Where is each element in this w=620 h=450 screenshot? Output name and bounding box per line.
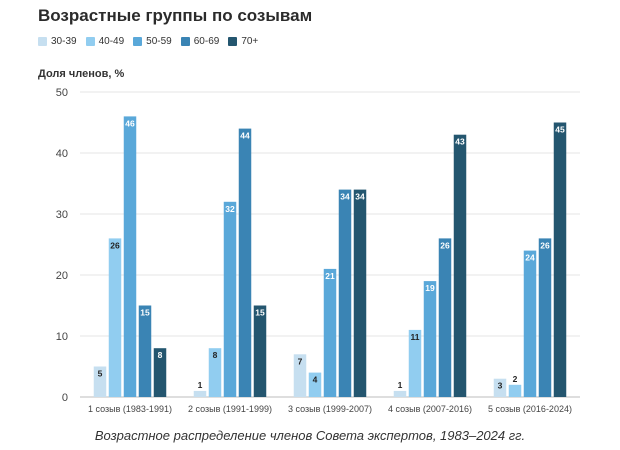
data-label: 45: [555, 125, 565, 135]
legend-label: 50-59: [146, 36, 172, 47]
bar-60-69: [538, 238, 552, 397]
bar-40-49: [508, 384, 522, 397]
legend-label: 70+: [241, 36, 259, 47]
data-label: 5: [98, 369, 103, 379]
data-label: 34: [340, 192, 350, 202]
bar-60-69: [138, 305, 152, 397]
y-tick-label: 30: [56, 209, 68, 221]
data-label: 7: [298, 356, 303, 366]
data-label: 43: [455, 137, 465, 147]
y-tick-label: 20: [56, 270, 68, 282]
bar-40-49: [208, 348, 222, 397]
data-label: 19: [425, 283, 435, 293]
x-tick-label: 5 созыв (2016-2024): [488, 404, 572, 414]
chart-title: Возрастные группы по созывам: [38, 6, 313, 25]
bar-30-39: [93, 366, 107, 397]
legend-label: 60-69: [193, 36, 220, 47]
bar-30-39: [393, 390, 407, 397]
data-label: 46: [125, 118, 135, 128]
legend-label: 40-49: [98, 36, 125, 47]
data-label: 32: [225, 204, 235, 214]
legend-label: 30-39: [51, 36, 77, 47]
bar-chart: 0 10 20 30 40 50 5 26 46 15 8 1 созыв (1983-1991) 1 8…: [56, 87, 580, 414]
data-label: 24: [525, 253, 535, 263]
legend-item-50-59: 50-59: [133, 36, 172, 47]
data-label: 44: [240, 131, 250, 141]
bar-60-69: [438, 238, 452, 397]
x-tick-label: 4 созыв (2007-2016): [388, 404, 472, 414]
legend: 30-39 40-49 50-59 60-69 70+: [38, 36, 258, 47]
data-label: 1: [198, 380, 203, 390]
bar-30-39: [493, 378, 507, 397]
bar-60-69: [338, 189, 352, 397]
data-label: 15: [255, 308, 265, 318]
legend-swatch: [85, 37, 95, 46]
legend-swatch: [38, 37, 47, 46]
x-tick-label: 2 созыв (1991-1999): [188, 404, 272, 414]
data-label: 4: [313, 375, 318, 385]
bar-50-59: [523, 250, 537, 397]
bar-50-59: [323, 268, 337, 397]
bar-70+: [553, 122, 567, 397]
bar-40-49: [408, 329, 422, 397]
bar-50-59: [423, 281, 437, 397]
y-axis-label: Доля членов, %: [38, 68, 125, 80]
bar-30-39: [293, 354, 307, 397]
y-tick-label: 0: [62, 392, 68, 404]
data-label: 34: [355, 192, 365, 202]
legend-item-70+: 70+: [228, 36, 258, 47]
data-label: 3: [498, 381, 503, 391]
bar-70+: [153, 348, 167, 397]
x-tick-label: 1 созыв (1983-1991): [88, 404, 172, 414]
legend-item-40-49: 40-49: [85, 36, 125, 47]
legend-swatch: [228, 37, 238, 46]
legend-swatch: [133, 37, 143, 46]
data-label: 11: [411, 332, 420, 342]
legend-item-60-69: 60-69: [180, 36, 220, 47]
data-label: 8: [158, 350, 163, 360]
data-label: 21: [325, 271, 335, 281]
y-tick-label: 10: [56, 331, 68, 343]
data-label: 2: [513, 374, 518, 384]
y-tick-label: 50: [56, 87, 68, 99]
x-tick-label: 3 созыв (1999-2007): [288, 404, 372, 414]
bar-50-59: [223, 201, 237, 397]
data-label: 8: [213, 350, 218, 360]
legend-item-30-39: 30-39: [38, 36, 77, 47]
data-label: 26: [540, 240, 550, 250]
data-label: 15: [140, 308, 150, 318]
bar-70+: [453, 134, 467, 397]
legend-swatch: [180, 37, 190, 46]
bar-30-39: [193, 390, 207, 397]
bar-60-69: [238, 128, 252, 397]
bar-70+: [353, 189, 367, 397]
bar-40-49: [108, 238, 122, 397]
figure-caption: Возрастное распределение членов Совета э…: [94, 428, 526, 443]
y-tick-label: 40: [56, 148, 68, 160]
data-label: 26: [110, 240, 120, 250]
bar-70+: [253, 305, 267, 397]
bar-40-49: [308, 372, 322, 397]
data-label: 1: [398, 380, 403, 390]
data-label: 26: [440, 240, 450, 250]
bar-50-59: [123, 116, 137, 398]
